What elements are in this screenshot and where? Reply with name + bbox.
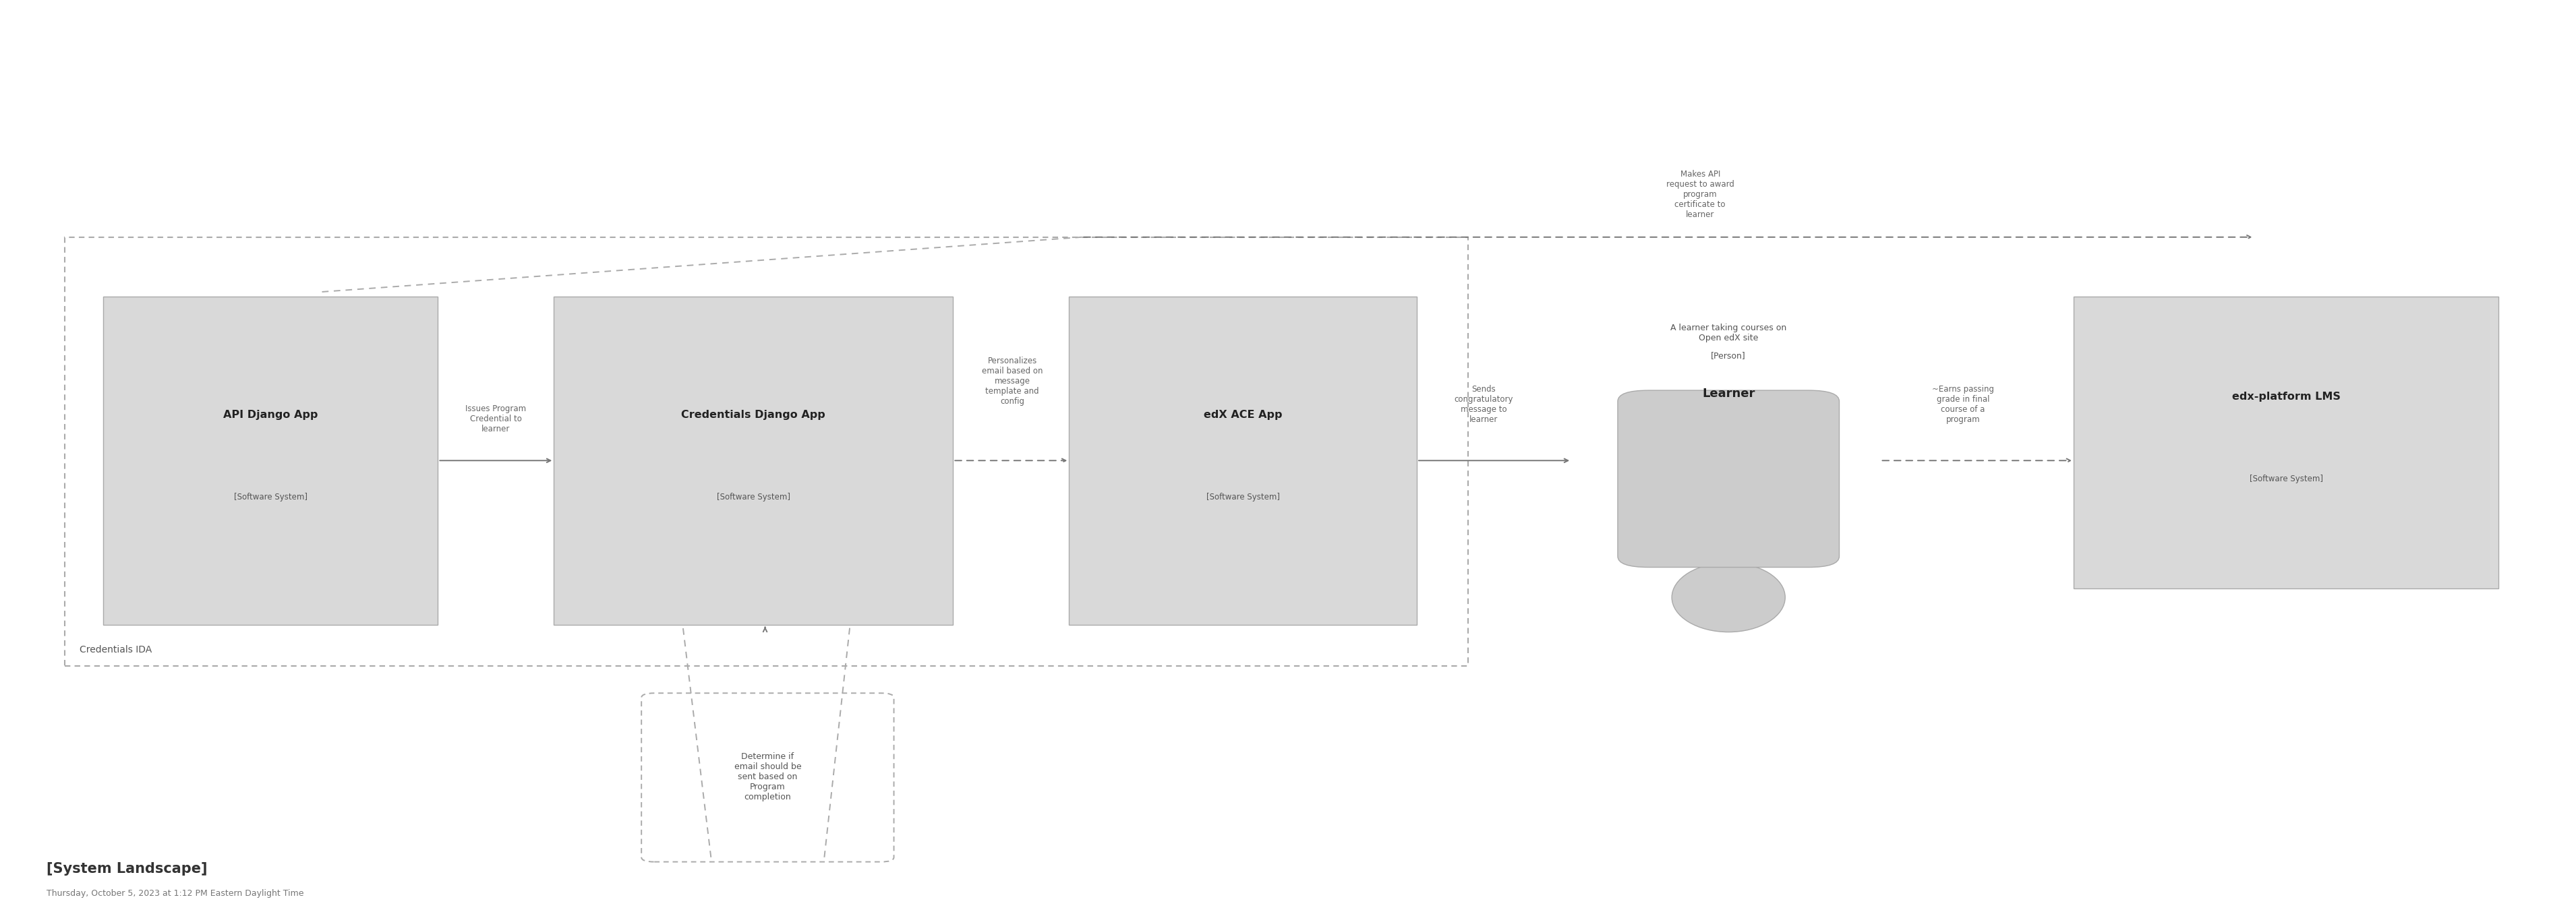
Text: Determine if
email should be
sent based on
Program
completion: Determine if email should be sent based … — [734, 752, 801, 802]
FancyBboxPatch shape — [1618, 390, 1839, 567]
Text: edX ACE App: edX ACE App — [1203, 409, 1283, 420]
FancyBboxPatch shape — [103, 296, 438, 625]
Text: Personalizes
email based on
message
template and
config: Personalizes email based on message temp… — [981, 357, 1043, 406]
Text: Credentials Django App: Credentials Django App — [683, 409, 824, 420]
FancyBboxPatch shape — [554, 296, 953, 625]
Text: ~Earns passing
grade in final
course of a
program: ~Earns passing grade in final course of … — [1932, 385, 1994, 424]
Text: [System Landscape]: [System Landscape] — [46, 862, 206, 876]
FancyBboxPatch shape — [2074, 296, 2499, 588]
Text: Thursday, October 5, 2023 at 1:12 PM Eastern Daylight Time: Thursday, October 5, 2023 at 1:12 PM Eas… — [46, 889, 304, 898]
Text: [Software System]: [Software System] — [1206, 492, 1280, 502]
Text: [Software System]: [Software System] — [716, 492, 791, 502]
Text: Issues Program
Credential to
learner: Issues Program Credential to learner — [466, 404, 526, 433]
Text: A learner taking courses on
Open edX site: A learner taking courses on Open edX sit… — [1669, 324, 1788, 343]
FancyBboxPatch shape — [1069, 296, 1417, 625]
Text: edx-platform LMS: edx-platform LMS — [2231, 391, 2342, 402]
Text: Makes API
request to award
program
certificate to
learner: Makes API request to award program certi… — [1667, 170, 1734, 219]
Text: [Software System]: [Software System] — [234, 492, 307, 502]
Text: Credentials IDA: Credentials IDA — [80, 646, 152, 655]
Text: API Django App: API Django App — [224, 409, 317, 420]
Ellipse shape — [1672, 563, 1785, 632]
Text: [Person]: [Person] — [1710, 351, 1747, 360]
Text: Sends
congratulatory
message to
learner: Sends congratulatory message to learner — [1455, 385, 1512, 424]
Text: Learner: Learner — [1703, 388, 1754, 399]
Text: [Software System]: [Software System] — [2249, 474, 2324, 483]
